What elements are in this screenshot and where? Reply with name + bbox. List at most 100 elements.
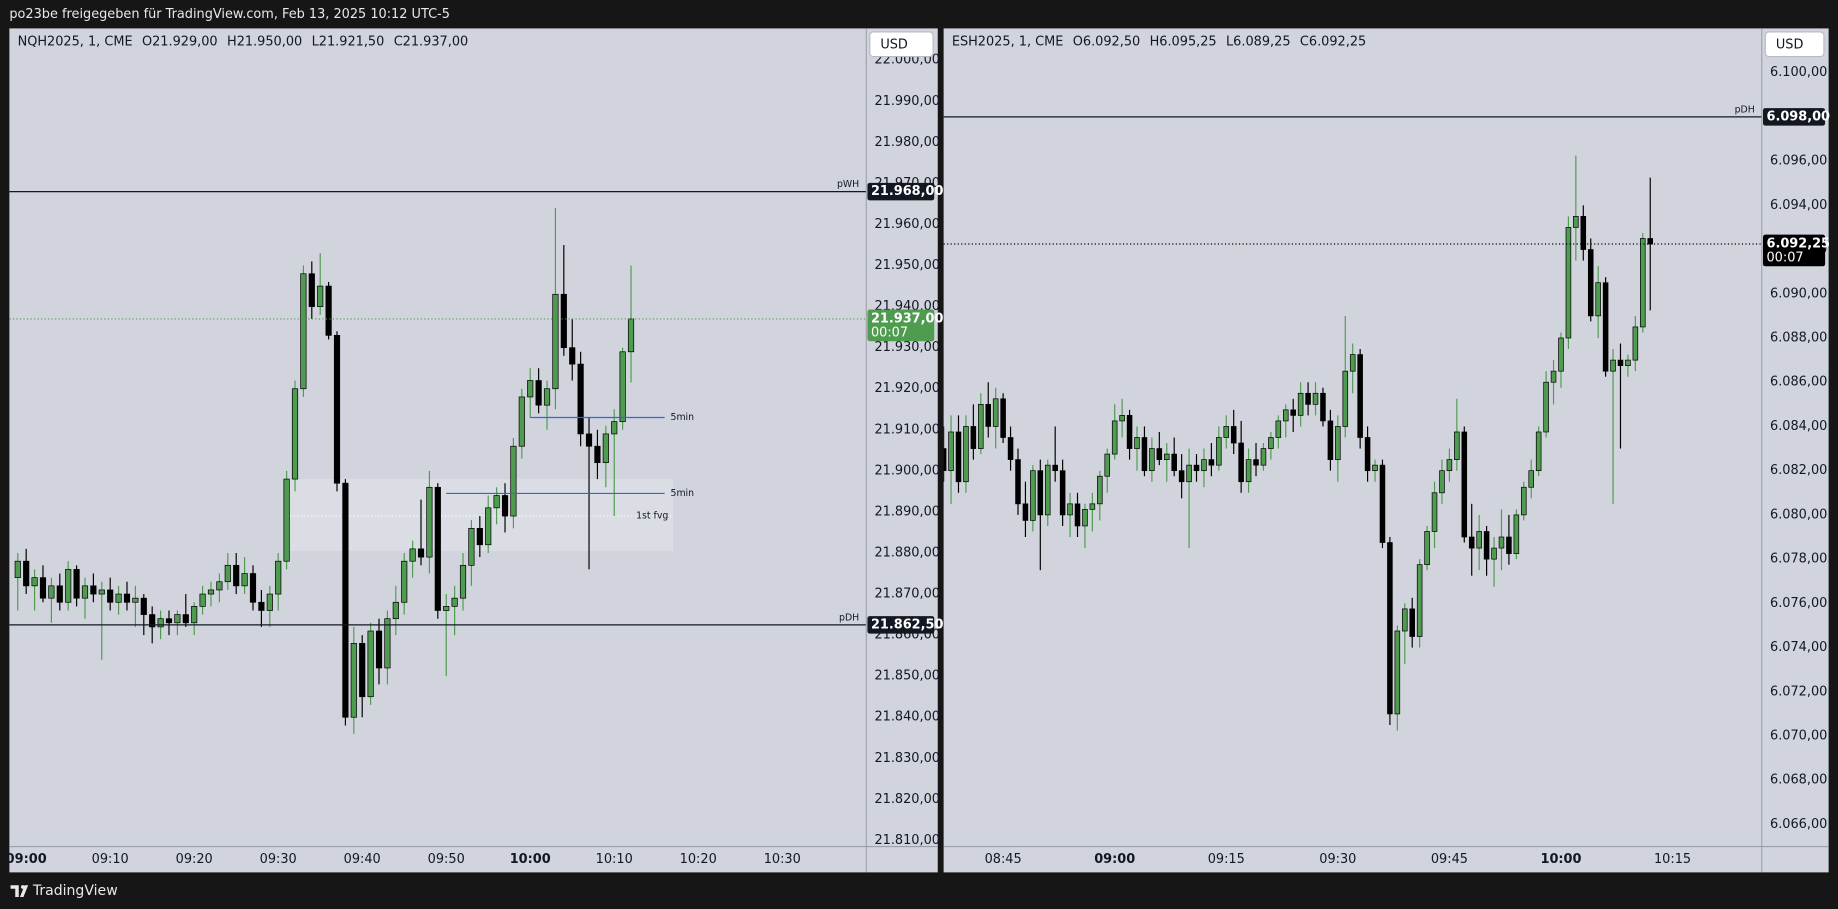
candle-body [392, 601, 399, 620]
symbol-legend: ESH2025, 1, CME O6.092,50 H6.095,25 L6.089,… [952, 34, 1366, 49]
y-tick-label: 6.074,00 [1770, 640, 1827, 655]
candle-body [1245, 459, 1252, 483]
candle-body [1037, 470, 1044, 516]
candle-body [955, 431, 962, 483]
legend-close: C6.092,25 [1300, 34, 1366, 49]
y-tick-label: 21.830,00 [874, 751, 940, 766]
y-tick-label: 6.082,00 [1770, 463, 1827, 478]
candle-body [1082, 509, 1088, 527]
currency-button-bg [869, 31, 934, 58]
candle-body [1625, 359, 1631, 366]
x-tick-label: 09:20 [176, 852, 213, 867]
y-tick-label: 6.080,00 [1770, 507, 1827, 522]
candle-body [1506, 536, 1512, 554]
candle-body [476, 528, 483, 546]
level-label: pWH [837, 179, 859, 190]
legend-close: C21.937,00 [394, 34, 469, 49]
candle-body [1424, 531, 1430, 566]
candle-body [1550, 370, 1557, 383]
candle-body [191, 606, 198, 624]
candle-body [451, 597, 458, 607]
candle-body [1007, 437, 1014, 460]
candle-body [1022, 503, 1029, 521]
x-tick-label: 09:45 [1431, 852, 1468, 867]
candle-body [1595, 282, 1601, 317]
candle-body [224, 564, 231, 583]
candle-body [417, 548, 425, 558]
candle-body [1253, 459, 1259, 466]
y-tick-label: 21.820,00 [874, 792, 940, 807]
candle-body [165, 618, 173, 624]
bar-countdown: 00:07 [871, 325, 908, 340]
share-caption: po23be freigegeben für TradingView.com, … [9, 7, 450, 22]
candle-body [1134, 437, 1140, 449]
x-tick-label: 08:45 [985, 852, 1022, 867]
candle-body [1305, 392, 1311, 405]
candle-body [1409, 608, 1415, 637]
candle-body [174, 614, 181, 624]
candle-body [1201, 459, 1207, 472]
candle-body [275, 560, 282, 595]
candle-body [258, 601, 265, 611]
annotation-label: 5min [670, 412, 694, 423]
candle-body [619, 351, 626, 422]
candle-body [401, 560, 408, 603]
y-tick-label: 6.072,00 [1770, 684, 1827, 699]
chart-panel: 1st fvg pWH pDH 5min 5min 21.810,00 21.820,00 2… [6, 28, 944, 873]
candle-body [1647, 238, 1654, 245]
last-price-label: 21.937,00 [871, 311, 944, 326]
candle-body [1290, 409, 1296, 416]
y-tick-label: 21.960,00 [874, 217, 940, 232]
candle-body [1558, 337, 1564, 372]
candle-body [1000, 398, 1006, 438]
legend-high: H6.095,25 [1150, 34, 1217, 49]
y-tick-label: 6.078,00 [1770, 552, 1827, 567]
candle-body [65, 569, 72, 603]
candle-body [1483, 531, 1490, 560]
candle-body [1543, 381, 1549, 433]
x-tick-label: 09:10 [92, 852, 129, 867]
candle-body [978, 403, 984, 449]
candle-body [518, 396, 525, 447]
candle-body [1454, 431, 1460, 460]
legend-low: L6.089,25 [1226, 34, 1291, 49]
plot-area: 1st fvg [9, 191, 867, 734]
candle-body [325, 285, 332, 336]
candle-body [140, 597, 147, 615]
chart-background [9, 28, 938, 873]
candle-body [1357, 354, 1363, 438]
bar-countdown: 00:07 [1766, 251, 1803, 266]
candle-body [199, 593, 206, 607]
candle-body [1216, 437, 1222, 466]
y-tick-label: 21.850,00 [874, 669, 940, 684]
currency-button[interactable]: USD [1764, 31, 1825, 58]
x-tick-label: 10:30 [764, 852, 801, 867]
candle-body [1149, 448, 1155, 472]
y-tick-label: 21.950,00 [874, 258, 940, 273]
y-tick-label: 6.070,00 [1770, 729, 1827, 744]
candle-body [342, 482, 349, 718]
currency-button[interactable]: USD [869, 31, 934, 58]
candle-body [266, 593, 273, 611]
candle-body [1349, 354, 1356, 372]
candle-body [375, 630, 383, 669]
candle-body [90, 585, 97, 595]
candle-body [14, 560, 21, 578]
brand-name: TradingView [32, 883, 118, 899]
candle-body [527, 380, 534, 398]
x-tick-label: 09:15 [1208, 852, 1245, 867]
y-tick-label: 6.068,00 [1770, 773, 1827, 788]
legend-open: O21.929,00 [142, 34, 218, 49]
candle-body [552, 293, 559, 390]
fvg-label: 1st fvg [636, 511, 668, 522]
candle-body [1491, 547, 1497, 560]
candle-body [1513, 514, 1520, 554]
candle-body [1163, 453, 1170, 460]
candle-body [459, 564, 467, 599]
candle-body [1565, 227, 1572, 339]
annotation-label: 5min [670, 488, 694, 499]
y-tick-label: 6.094,00 [1770, 198, 1827, 213]
x-tick-label: 09:30 [260, 852, 297, 867]
candle-body [493, 495, 500, 509]
candle-body [985, 403, 992, 427]
